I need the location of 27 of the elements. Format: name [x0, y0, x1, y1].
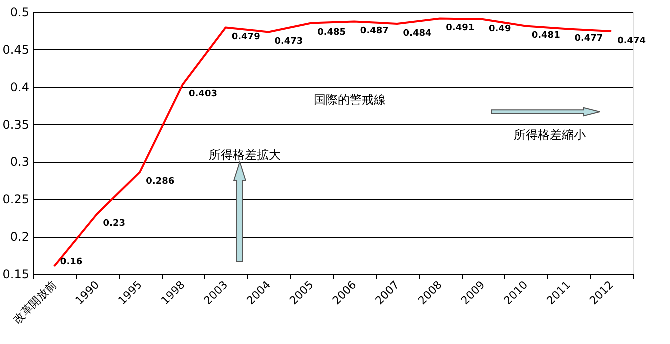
- y-tick-label: 0.35: [2, 118, 30, 132]
- data-label: 0.16: [60, 258, 83, 268]
- y-tick-label: 0.15: [2, 268, 30, 282]
- data-label: 0.473: [274, 37, 304, 48]
- data-label: 0.477: [574, 34, 604, 44]
- data-label: 0.487: [360, 26, 389, 37]
- annotation: 所得格差縮小: [514, 128, 586, 142]
- data-label: 0.485: [318, 28, 346, 38]
- line-series: [53, 18, 613, 268]
- data-label: 0.479: [232, 32, 260, 43]
- annotation: 国際的警戒線: [314, 93, 386, 107]
- data-label: 0.474: [618, 36, 646, 46]
- y-tick-label: 0.2: [10, 230, 30, 244]
- annotation: 所得格差拡大: [209, 148, 281, 162]
- data-label: 0.484: [403, 28, 432, 39]
- data-label: 0.403: [189, 90, 218, 100]
- y-tick-label: 0.3: [10, 155, 30, 170]
- data-label: 0.491: [446, 24, 475, 34]
- y-tick-label: 0.5: [10, 6, 30, 20]
- data-label: 0.49: [489, 24, 512, 34]
- data-label: 0.481: [532, 31, 560, 42]
- x-tick-label: 改革開放前: [11, 278, 60, 327]
- y-tick-label: 0.45: [2, 42, 30, 57]
- y-tick-label: 0.4: [10, 80, 30, 94]
- y-tick-label: 0.25: [2, 192, 30, 207]
- data-label: 0.23: [103, 219, 126, 230]
- data-label: 0.286: [146, 177, 175, 188]
